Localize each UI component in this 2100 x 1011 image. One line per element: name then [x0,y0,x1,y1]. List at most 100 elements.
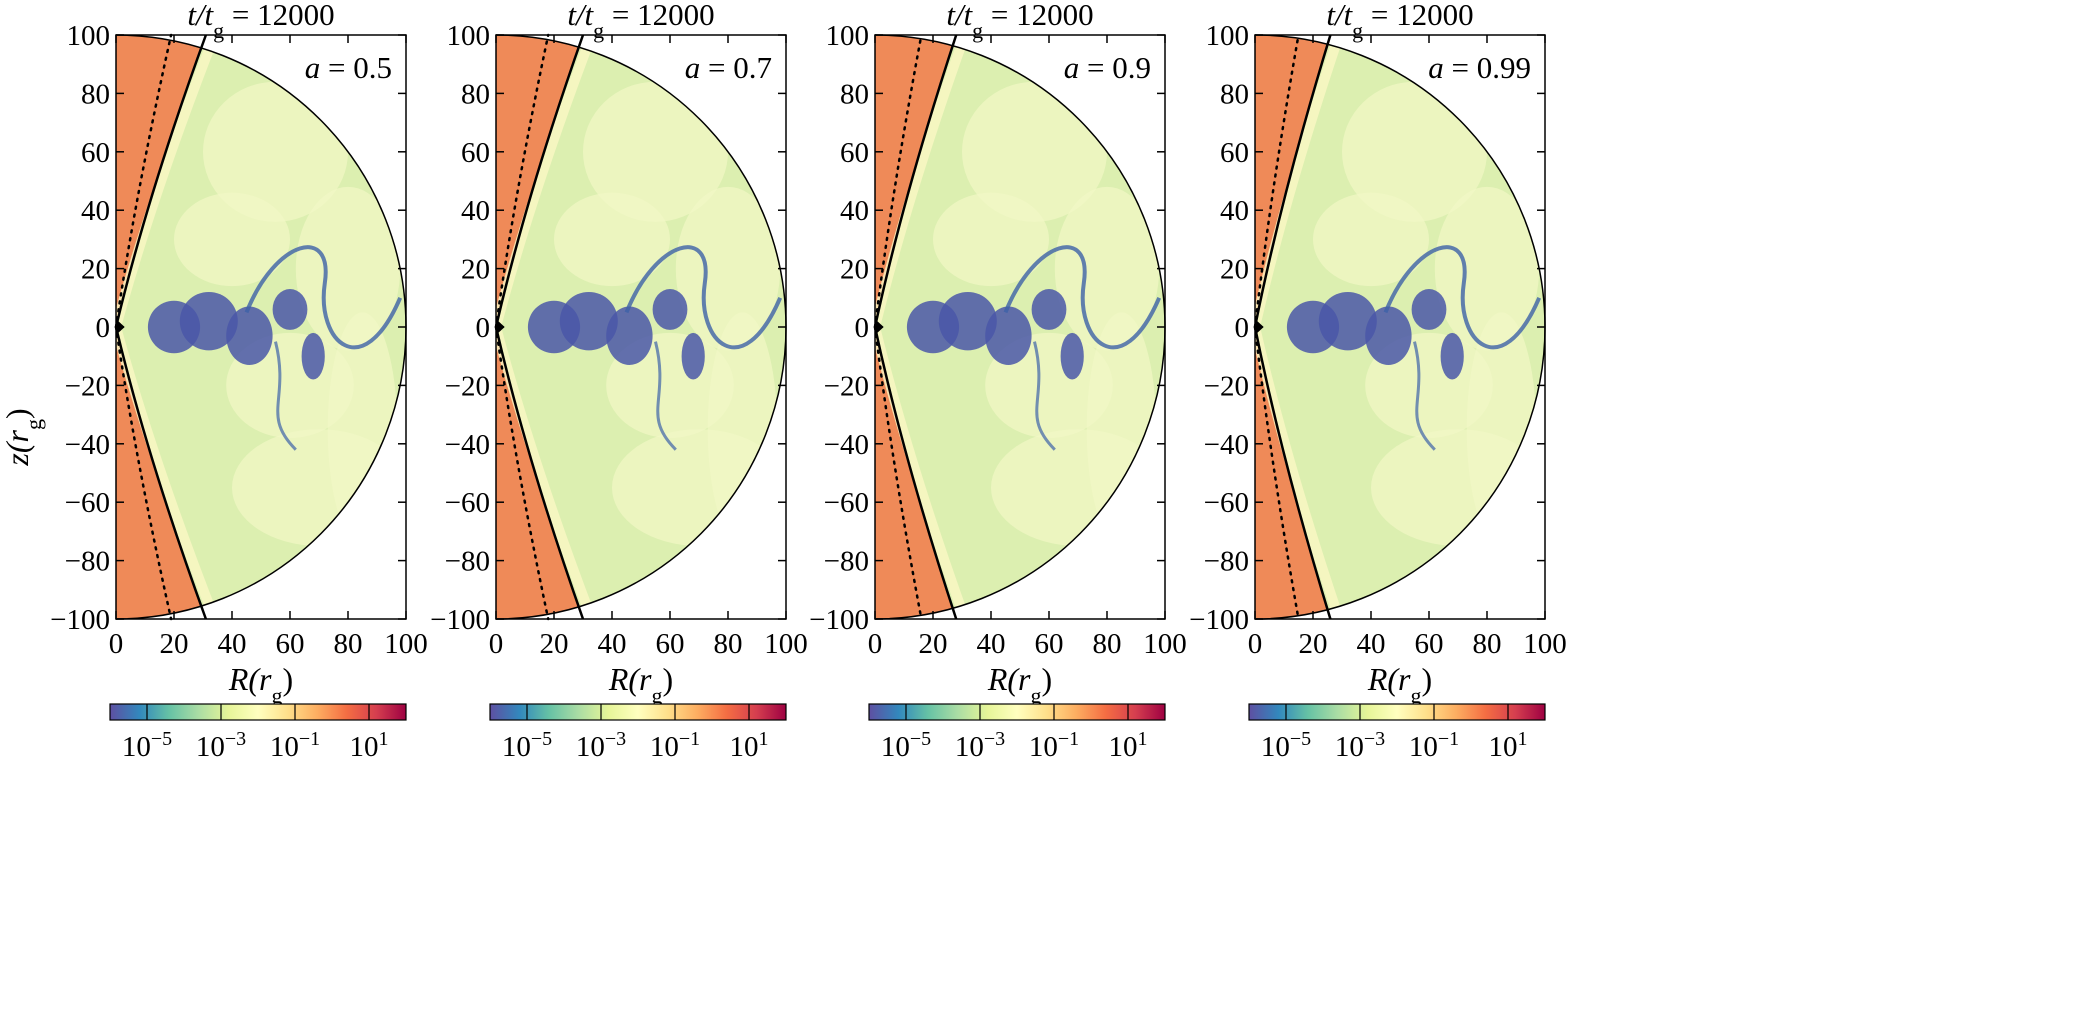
y-tick-label: 60 [81,137,110,169]
colorbar-tick-exponent: −3 [225,728,246,750]
colorbar [1248,703,1546,721]
turbulent-wisp [1054,186,1160,351]
colorbar-tick-label: 10−5 [881,728,931,763]
x-axis-label-close: ) [663,661,674,697]
jet-boundary-dotted-bottom [494,325,550,621]
colorbar-tick-exponent: −5 [151,728,172,750]
panel-title: t/tg = 12000 [567,0,714,43]
x-axis-label-close: ) [283,661,294,697]
y-tick-label: 60 [840,137,869,169]
x-tick-label: 80 [1093,628,1122,660]
y-tick-label: 100 [826,20,870,52]
x-tick-label: 60 [1035,628,1064,660]
panel-title-value: = 12000 [1363,0,1473,32]
colorbar-tick-exponent: −1 [679,728,700,750]
x-axis-label-close: ) [1422,661,1433,697]
spin-annotation: a = 0.99 [1428,50,1531,85]
y-tick-label: −40 [445,429,490,461]
y-tick-label: −20 [1204,370,1249,402]
y-tick-label: 80 [840,78,869,110]
colorbar-tick-base: 10 [1029,731,1058,763]
y-tick-label: −20 [824,370,869,402]
y-tick-label: 40 [461,195,490,227]
x-axis-label-sub: g [272,683,283,708]
turbulent-wisp [1434,186,1540,351]
colorbar-tick-base: 10 [1409,731,1438,763]
y-tick-label: 100 [447,20,491,52]
density-vortex [681,332,705,380]
jet-boundary-solid-bottom [1253,326,1332,620]
density-vortex [179,291,238,351]
y-tick-label: 60 [461,137,490,169]
colorbar-tick-base: 10 [576,731,605,763]
density-filament [1033,341,1056,451]
y-tick-label: −60 [445,487,490,519]
y-axis-label-main: z(r [0,430,35,467]
colorbar-tick-base: 10 [270,731,299,763]
colorbar-tick-exponent: −5 [910,728,931,750]
jet-boundary-solid-top [494,34,585,328]
y-tick-label: 20 [840,254,869,286]
density-vortex [1060,332,1084,380]
y-tick-label: −80 [824,546,869,578]
turbulent-wisp [962,81,1107,222]
jet-funnel-bottom [116,327,206,619]
y-tick-label: −60 [1204,487,1249,519]
turbulent-wisp [174,192,290,287]
colorbar-tick-base: 10 [350,731,379,763]
x-axis-label: R(rg) [608,661,673,708]
y-tick-label: −40 [824,429,869,461]
y-tick-label: 0 [476,312,491,344]
y-tick-label: 0 [855,312,870,344]
x-tick-label: 20 [919,628,948,660]
spin-annotation-var: a [685,50,701,85]
y-tick-label: −20 [445,370,490,402]
panel-title-sub: g [213,18,224,43]
colorbar-tick-exponent: −5 [1290,728,1311,750]
colorbar-tick-label: 10−1 [270,728,320,763]
colorbar-tick-label: 10−1 [650,728,700,763]
spin-annotation-var: a [1064,50,1080,85]
density-filament [654,341,677,451]
colorbar-tick-label: 101 [730,728,769,763]
density-vortex [1440,332,1464,380]
jet-funnel-top [116,35,206,327]
spin-annotation-var: a [305,50,321,85]
y-tick-label: 0 [96,312,111,344]
density-vortex [1365,306,1412,365]
panel-title-value: = 12000 [983,0,1093,32]
simulation-field [116,35,406,619]
density-filament [274,341,297,451]
turbulent-wisp [583,81,728,222]
colorbar-tick-base: 10 [122,731,151,763]
density-vortex [985,306,1032,365]
panel-title-main: t/t [1326,0,1353,32]
x-tick-label: 80 [1473,628,1502,660]
turbulent-wisp [1313,192,1429,287]
x-tick-label: 20 [1299,628,1328,660]
y-axis-label-close: ) [0,408,35,419]
colorbar-tick-label: 101 [350,728,389,763]
x-tick-label: 20 [540,628,569,660]
turbulent-wisp [1342,81,1487,222]
panel-title-main: t/t [946,0,973,32]
colorbar-tick-exponent: 1 [379,728,389,750]
x-tick-label: 80 [334,628,363,660]
density-filament [1413,341,1436,451]
colorbar-tick-exponent: −1 [299,728,320,750]
colorbar-tick-base: 10 [1261,731,1290,763]
jet-boundary-solid-top [873,34,958,328]
x-tick-label: 0 [868,628,883,660]
x-tick-label: 60 [276,628,305,660]
colorbar-tick-label: 10−1 [1029,728,1079,763]
x-tick-label: 40 [218,628,247,660]
y-tick-label: 100 [67,20,111,52]
y-tick-label: −20 [65,370,110,402]
jet-funnel-top [1255,35,1331,327]
x-axis-label: R(rg) [987,661,1052,708]
spin-annotation-var: a [1428,50,1444,85]
panel-title-main: t/t [187,0,214,32]
density-vortex [652,289,688,330]
